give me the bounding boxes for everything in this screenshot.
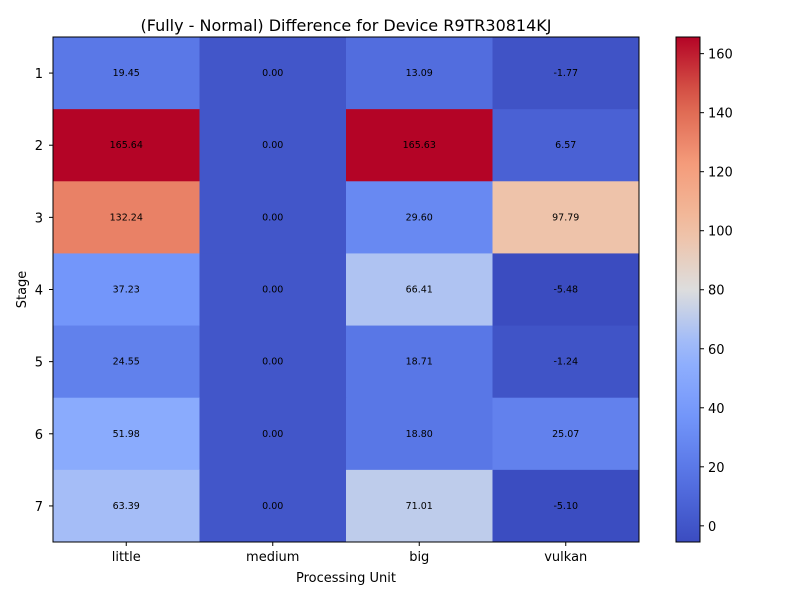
- heatmap-cell: [492, 397, 640, 471]
- cell-value-label: 18.71: [406, 357, 433, 368]
- y-tick-label: 6: [35, 428, 43, 443]
- heatmap-cell: [492, 253, 640, 327]
- colorbar: [675, 36, 701, 543]
- x-tick-label: big: [409, 550, 429, 565]
- heatmap-cell: [199, 37, 347, 110]
- x-tick-label: vulkan: [544, 550, 587, 565]
- heatmap-cell: [492, 325, 640, 399]
- heatmap-cell: [346, 37, 493, 110]
- heatmap-cell: [53, 37, 200, 110]
- cell-value-label: 132.24: [110, 212, 143, 223]
- heatmap-cell: [492, 109, 640, 182]
- heatmap-cell: [492, 181, 640, 254]
- heatmap-cell: [199, 253, 347, 327]
- cell-value-label: 0.00: [262, 429, 283, 440]
- cell-value-label: 165.63: [403, 140, 436, 151]
- cell-value-label: 51.98: [113, 429, 140, 440]
- cell-value-label: -1.77: [553, 68, 578, 79]
- colorbar-tick-label: 20: [708, 461, 725, 476]
- chart-title: (Fully - Normal) Difference for Device R…: [141, 16, 552, 35]
- colorbar-tick-label: 60: [708, 343, 725, 358]
- cell-value-label: 29.60: [406, 212, 433, 223]
- colorbar-tick-label: 120: [708, 166, 733, 181]
- heatmap-cell: [199, 181, 347, 254]
- colorbar-tick-label: 0: [708, 520, 716, 535]
- heatmap-cell: [199, 469, 347, 543]
- heatmap-cell: [199, 109, 347, 182]
- y-tick-label: 4: [35, 284, 43, 299]
- y-tick-label: 2: [35, 139, 43, 154]
- cell-value-label: 19.45: [113, 68, 140, 79]
- colorbar-tick-label: 80: [708, 284, 725, 299]
- cell-value-label: 13.09: [406, 68, 433, 79]
- cell-value-label: 24.55: [113, 357, 140, 368]
- heatmap-cell: [346, 181, 493, 254]
- heatmap-cell: [199, 325, 347, 399]
- y-axis-label: Stage: [15, 271, 30, 309]
- cell-value-label: 66.41: [406, 285, 433, 296]
- cell-value-label: 0.00: [262, 212, 283, 223]
- colorbar-tick-label: 140: [708, 107, 733, 122]
- cell-value-label: -1.24: [553, 357, 578, 368]
- heatmap-cell: [346, 469, 493, 543]
- heatmap-cell: [53, 181, 200, 254]
- cell-value-label: 63.39: [113, 501, 140, 512]
- cell-value-label: 0.00: [262, 357, 283, 368]
- cell-value-label: 165.64: [110, 140, 143, 151]
- heatmap-cell: [492, 469, 640, 543]
- heatmap-cell: [53, 469, 200, 543]
- cell-value-label: 37.23: [113, 285, 140, 296]
- x-tick-label: medium: [246, 550, 299, 565]
- colorbar-tick-label: 100: [708, 225, 733, 240]
- heatmap-cell: [346, 109, 493, 182]
- cell-value-label: 0.00: [262, 68, 283, 79]
- cell-value-label: 6.57: [555, 140, 576, 151]
- cell-value-label: 97.79: [552, 212, 579, 223]
- x-axis: little medium big vulkan: [112, 542, 587, 565]
- y-tick-label: 3: [35, 211, 43, 226]
- x-tick-label: little: [112, 550, 141, 565]
- cell-value-label: 18.80: [406, 429, 433, 440]
- heatmap-cell: [346, 325, 493, 399]
- heatmap-cell: [346, 253, 493, 327]
- heatmap-cells: [53, 37, 640, 543]
- heatmap-cell: [53, 397, 200, 471]
- cell-value-label: 25.07: [552, 429, 579, 440]
- heatmap-cell: [53, 109, 200, 182]
- y-tick-label: 5: [35, 356, 43, 371]
- colorbar-tick-label: 160: [708, 48, 733, 63]
- cell-value-label: -5.10: [553, 501, 578, 512]
- heatmap-cell: [346, 397, 493, 471]
- heatmap-cell: [53, 253, 200, 327]
- heatmap-cell: [53, 325, 200, 399]
- heatmap-cell: [492, 37, 640, 110]
- cell-value-label: 0.00: [262, 285, 283, 296]
- cell-value-label: 0.00: [262, 140, 283, 151]
- cell-value-label: 71.01: [406, 501, 433, 512]
- cell-value-label: 0.00: [262, 501, 283, 512]
- x-axis-label: Processing Unit: [296, 571, 396, 586]
- heatmap-cell: [199, 397, 347, 471]
- colorbar-tick-label: 40: [708, 402, 725, 417]
- cell-value-label: -5.48: [553, 285, 578, 296]
- cell-value-labels: 19.45 0.00 13.09 -1.77 165.64 0.00 165.63 6.57 1…: [110, 68, 580, 512]
- y-tick-label: 7: [35, 500, 43, 515]
- y-tick-label: 1: [35, 67, 43, 82]
- y-axis: 1 2 3 4 5 6 7: [35, 67, 53, 515]
- colorbar-axis: 0 20 40 60 80 100 120 140 160: [700, 48, 733, 535]
